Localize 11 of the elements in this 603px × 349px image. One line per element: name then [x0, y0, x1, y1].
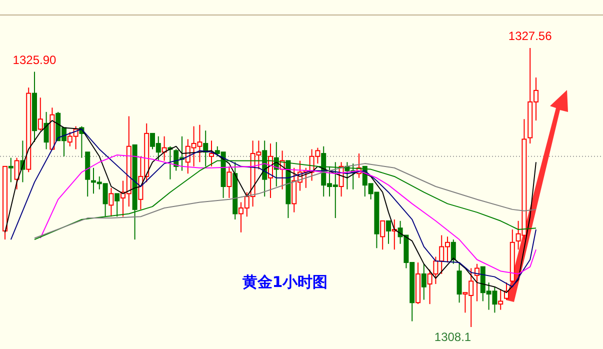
candlestick: [44, 111, 49, 150]
annotation: 1325.90: [12, 52, 57, 67]
text: 黄金1小时图: [241, 273, 328, 291]
annotation: 1327.56: [508, 29, 552, 43]
candlestick: [8, 157, 14, 183]
candlestick: [32, 71, 37, 143]
candlestick: [456, 263, 462, 304]
candlestick: [421, 263, 426, 300]
text: 1308.1: [434, 330, 472, 344]
candlestick: [498, 289, 504, 310]
candlestick: [209, 140, 214, 167]
